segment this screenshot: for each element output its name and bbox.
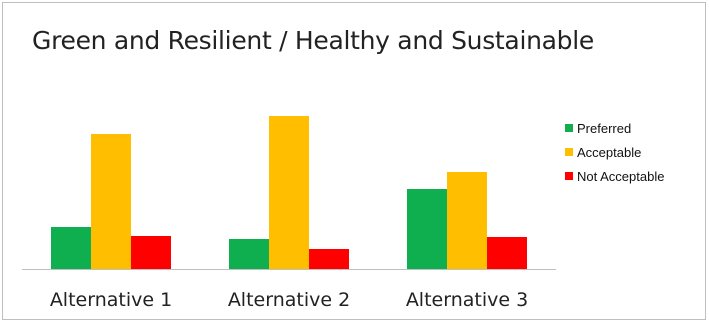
bar-not-acceptable-1 (131, 236, 171, 269)
bar-acceptable-3 (447, 172, 487, 269)
bar-acceptable-2 (269, 116, 309, 269)
legend-swatch-preferred (565, 124, 573, 132)
bar-preferred-3 (407, 189, 447, 269)
x-tick-label-1: Alternative 1 (50, 289, 172, 311)
legend-label-not-acceptable: Not Acceptable (577, 168, 665, 184)
bar-preferred-1 (51, 227, 91, 269)
legend: Preferred Acceptable Not Acceptable (565, 116, 664, 188)
legend-item-not-acceptable: Not Acceptable (565, 164, 664, 188)
bar-preferred-2 (229, 239, 269, 269)
legend-item-acceptable: Acceptable (565, 140, 664, 164)
chart-title: Green and Resilient / Healthy and Sustai… (32, 26, 594, 55)
x-tick-label-3: Alternative 3 (406, 289, 528, 311)
legend-item-preferred: Preferred (565, 116, 664, 140)
bar-not-acceptable-2 (309, 249, 349, 269)
bars-group (51, 116, 527, 269)
bar-acceptable-1 (91, 134, 131, 269)
legend-swatch-not-acceptable (565, 172, 573, 180)
bar-not-acceptable-3 (487, 237, 527, 269)
legend-label-acceptable: Acceptable (577, 144, 642, 160)
legend-swatch-acceptable (565, 148, 573, 156)
legend-label-preferred: Preferred (577, 120, 632, 136)
x-tick-labels: Alternative 1 Alternative 2 Alternative 3 (50, 289, 528, 311)
x-tick-label-2: Alternative 2 (228, 289, 350, 311)
